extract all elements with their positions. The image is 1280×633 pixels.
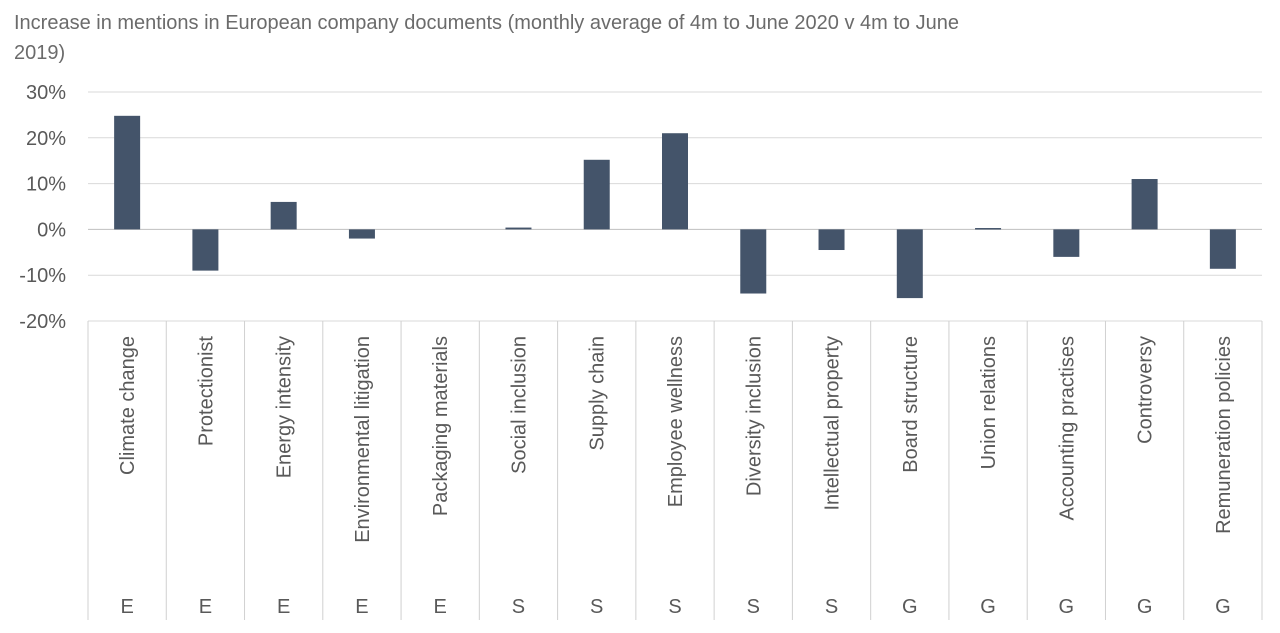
group-label: E xyxy=(355,596,368,618)
category-label: Climate change xyxy=(117,336,139,475)
group-label: S xyxy=(668,596,681,618)
category-label: Intellectual property xyxy=(822,336,844,511)
category-label: Supply chain xyxy=(587,336,609,451)
bar xyxy=(1131,179,1158,230)
chart-title: Increase in mentions in European company… xyxy=(14,12,959,64)
group-label: E xyxy=(434,596,447,618)
category-label: Social inclusion xyxy=(508,336,530,474)
category-label: Packaging materials xyxy=(430,336,452,516)
bar xyxy=(975,228,1002,230)
category-label: Energy intensity xyxy=(274,336,296,478)
bar xyxy=(270,201,297,230)
category-label: Controversy xyxy=(1135,336,1157,444)
bar xyxy=(896,229,923,299)
bar xyxy=(662,133,688,230)
category-label: Employee wellness xyxy=(665,336,687,507)
y-tick-label: 30% xyxy=(26,82,66,104)
group-label: G xyxy=(1059,596,1075,618)
bar xyxy=(583,159,610,230)
bar xyxy=(192,229,219,271)
category-label: Diversity inclusion xyxy=(743,336,765,496)
group-label: E xyxy=(277,596,290,618)
category-label: Board structure xyxy=(900,336,922,473)
y-tick-label: 20% xyxy=(26,128,66,150)
bars xyxy=(114,115,1236,299)
y-axis-ticks: 30% 20% 10% 0% -10% -20% xyxy=(19,82,66,333)
y-tick-label: -10% xyxy=(19,265,66,287)
y-tick-label: -20% xyxy=(19,311,66,333)
group-label: E xyxy=(120,596,133,618)
group-label: S xyxy=(590,596,603,618)
bar xyxy=(505,227,532,230)
category-dividers xyxy=(87,321,1263,620)
group-label: G xyxy=(902,596,918,618)
category-label: Remuneration policies xyxy=(1213,336,1235,534)
group-label: S xyxy=(825,596,838,618)
bar xyxy=(740,229,767,294)
category-labels: Climate change Protectionist Energy intens… xyxy=(117,336,1235,543)
y-tick-label: 0% xyxy=(37,219,66,241)
group-label: G xyxy=(1215,596,1231,618)
group-label: S xyxy=(747,596,760,618)
bar xyxy=(1209,229,1236,269)
category-label: Environmental litigation xyxy=(352,336,374,543)
category-label: Accounting practises xyxy=(1056,336,1078,521)
category-label: Protectionist xyxy=(195,336,217,446)
bar xyxy=(818,229,845,251)
group-label: G xyxy=(980,596,996,618)
category-label: Union relations xyxy=(978,336,1000,469)
group-label: S xyxy=(512,596,525,618)
bar xyxy=(1053,229,1080,257)
group-label: G xyxy=(1137,596,1153,618)
bar xyxy=(348,229,375,239)
bar xyxy=(114,115,141,230)
y-tick-label: 10% xyxy=(26,174,66,196)
group-label: E xyxy=(199,596,212,618)
